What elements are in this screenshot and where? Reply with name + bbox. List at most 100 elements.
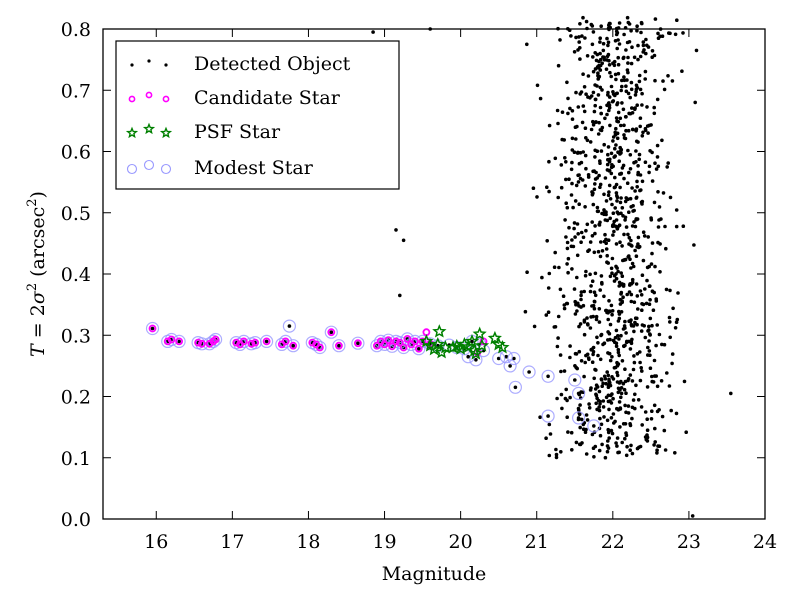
detected-object-point xyxy=(574,90,578,95)
candidate-star-point xyxy=(353,339,362,348)
detected-object-point xyxy=(646,235,650,239)
detected-object-point xyxy=(594,120,598,124)
detected-object-point xyxy=(577,349,582,354)
detected-object-point xyxy=(650,251,654,256)
psf-star-point xyxy=(474,338,490,352)
candidate-star-point xyxy=(247,339,256,348)
detected-object-point xyxy=(583,205,587,209)
detected-object-point xyxy=(613,206,617,210)
detected-object-point xyxy=(608,197,613,201)
detected-object-point xyxy=(606,40,611,45)
detected-object-point xyxy=(636,242,640,246)
detected-object-point xyxy=(624,331,628,335)
detected-object-point xyxy=(606,101,611,106)
legend-marker-modest xyxy=(160,163,172,175)
detected-object-point xyxy=(558,353,563,357)
detected-object-point xyxy=(650,49,655,53)
detected-object-point xyxy=(630,416,634,421)
detected-object-point xyxy=(564,235,568,239)
detected-object-point xyxy=(611,211,616,215)
detected-object-point xyxy=(559,163,564,167)
detected-object-point xyxy=(566,96,570,101)
detected-object-point xyxy=(630,277,635,282)
detected-object-point xyxy=(623,115,628,119)
detected-object-point xyxy=(583,360,587,365)
detected-object-point xyxy=(567,177,571,181)
detected-object-point xyxy=(630,405,635,410)
detected-object-point xyxy=(623,403,627,408)
detected-object-point xyxy=(623,199,628,204)
detected-object-point xyxy=(560,137,564,142)
detected-object-point xyxy=(565,262,569,266)
detected-object-point xyxy=(610,431,615,436)
detected-object-point xyxy=(643,160,648,164)
detected-object-point xyxy=(593,293,598,298)
detected-object-point xyxy=(591,30,596,34)
detected-object-point xyxy=(525,42,529,47)
detected-object-point xyxy=(584,353,588,358)
detected-object-point xyxy=(652,443,656,447)
y-axis-title-close: ) xyxy=(27,191,49,198)
modest-star-point xyxy=(282,319,296,333)
detected-object-point xyxy=(607,183,612,188)
detected-object-point xyxy=(578,22,582,26)
detected-object-point xyxy=(615,136,620,141)
detected-object-point xyxy=(667,315,672,320)
detected-object-point xyxy=(605,168,610,172)
detected-object-point xyxy=(546,414,550,418)
legend-entry: Modest Star xyxy=(126,157,314,179)
detected-object-point xyxy=(579,417,584,422)
detected-object-point xyxy=(594,401,598,406)
detected-object-point xyxy=(584,19,589,24)
detected-object-point xyxy=(584,92,588,96)
detected-object-point xyxy=(650,374,654,379)
detected-object-point xyxy=(619,123,623,128)
detected-object-point xyxy=(578,322,583,326)
detected-object-point xyxy=(572,221,577,225)
detected-object-point xyxy=(640,179,645,184)
candidate-star-point xyxy=(167,335,176,344)
detected-object-point xyxy=(568,355,572,360)
detected-object-point xyxy=(629,238,633,243)
detected-object-point xyxy=(599,378,604,382)
detected-object-point xyxy=(371,30,375,34)
detected-object-point xyxy=(623,367,627,372)
psf-star-point xyxy=(487,330,502,345)
detected-object-point xyxy=(661,79,665,83)
detected-object-point xyxy=(612,155,616,159)
detected-object-point xyxy=(675,317,680,322)
detected-object-point xyxy=(570,117,575,121)
detected-object-point xyxy=(598,288,602,292)
detected-object-point xyxy=(670,361,674,366)
detected-object-point xyxy=(611,338,616,343)
detected-object-point xyxy=(618,145,622,150)
detected-object-point xyxy=(620,101,624,105)
x-tick-label: 21 xyxy=(525,531,549,553)
detected-object-point xyxy=(648,316,653,321)
detected-object-point xyxy=(579,160,584,165)
detected-object-point xyxy=(634,195,639,200)
x-tick-label: 23 xyxy=(677,531,701,553)
detected-object-point xyxy=(602,58,607,62)
detected-object-point xyxy=(626,128,631,133)
candidate-star-point xyxy=(392,337,400,346)
detected-object-point xyxy=(636,245,641,250)
detected-object-point xyxy=(606,93,610,97)
detected-object-point xyxy=(553,156,558,161)
detected-object-point xyxy=(620,84,624,89)
detected-object-point xyxy=(629,281,634,286)
detected-object-point xyxy=(597,307,602,311)
detected-object-point xyxy=(617,284,621,288)
detected-object-point xyxy=(607,190,611,194)
modest-star-point xyxy=(571,386,586,400)
detected-object-point xyxy=(544,313,549,317)
detected-object-point xyxy=(598,161,602,165)
detected-object-point xyxy=(614,242,619,246)
detected-object-point xyxy=(655,323,659,327)
candidate-star-point xyxy=(411,337,419,346)
detected-object-point xyxy=(639,293,644,297)
detected-object-point xyxy=(602,192,606,197)
detected-object-point xyxy=(630,106,634,110)
detected-object-point xyxy=(595,52,600,57)
detected-object-point xyxy=(616,334,620,338)
